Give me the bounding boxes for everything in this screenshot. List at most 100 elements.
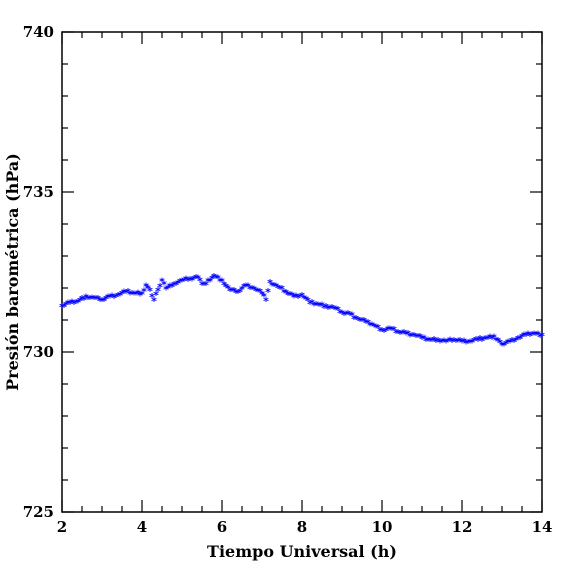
plot-frame — [61, 31, 543, 513]
data-point: * — [511, 336, 517, 349]
data-point: * — [185, 275, 191, 288]
data-points: ****************************************… — [59, 271, 545, 353]
data-point: * — [155, 285, 161, 298]
data-point: * — [283, 287, 289, 300]
data-point: * — [227, 285, 233, 298]
x-axis-title: Tiempo Universal (h) — [207, 542, 397, 561]
data-point: * — [189, 274, 195, 287]
data-point: * — [209, 273, 215, 286]
data-point: * — [79, 293, 85, 306]
data-point: * — [191, 273, 197, 286]
data-point: * — [71, 298, 77, 311]
y-tick-label: 735 — [23, 183, 54, 201]
data-point: * — [395, 327, 401, 340]
data-point: * — [421, 332, 427, 345]
data-point: * — [523, 330, 529, 343]
data-point: * — [363, 317, 369, 330]
data-point: * — [101, 295, 107, 308]
data-point: * — [69, 296, 75, 309]
data-point: * — [509, 335, 515, 348]
data-point: * — [299, 290, 305, 303]
data-point: * — [479, 335, 485, 348]
data-point: * — [297, 291, 303, 304]
data-point: * — [279, 283, 285, 296]
data-point: * — [499, 340, 505, 353]
data-point: * — [63, 299, 69, 312]
data-point: * — [391, 324, 397, 337]
data-point: * — [153, 289, 159, 302]
data-point: * — [423, 335, 429, 348]
data-point: * — [205, 276, 211, 289]
data-point: * — [435, 335, 441, 348]
data-point: * — [287, 289, 293, 302]
data-point: * — [313, 299, 319, 312]
data-point: * — [243, 280, 249, 293]
data-point: * — [443, 336, 449, 349]
data-point: * — [247, 283, 253, 296]
data-point: * — [131, 288, 137, 301]
data-point: * — [261, 290, 267, 303]
data-point: * — [359, 315, 365, 328]
data-point: * — [95, 293, 101, 306]
data-point: * — [111, 292, 117, 305]
data-point: * — [135, 288, 141, 301]
data-point: * — [413, 331, 419, 344]
data-point: * — [345, 308, 351, 321]
data-point: * — [103, 293, 109, 306]
data-point: * — [321, 302, 327, 315]
data-point: * — [65, 298, 71, 311]
data-point: * — [81, 294, 87, 307]
data-point: * — [535, 328, 541, 341]
data-point: * — [533, 329, 539, 342]
data-point: * — [325, 303, 331, 316]
data-point: * — [177, 276, 183, 289]
data-point: * — [85, 293, 91, 306]
y-tick-label: 725 — [23, 503, 54, 521]
data-point: * — [369, 320, 375, 333]
data-point: * — [145, 282, 151, 295]
data-point: * — [223, 281, 229, 294]
data-point: * — [165, 282, 171, 295]
data-point: * — [121, 286, 127, 299]
data-point: * — [379, 325, 385, 338]
data-point: * — [323, 301, 329, 314]
data-point: * — [403, 328, 409, 341]
data-point: * — [401, 327, 407, 340]
data-point: * — [497, 337, 503, 350]
data-point: * — [495, 335, 501, 348]
data-point: * — [477, 333, 483, 346]
data-point: * — [433, 336, 439, 349]
data-point: * — [143, 280, 149, 293]
data-point: * — [415, 331, 421, 344]
data-point: * — [113, 291, 119, 304]
data-point: * — [203, 279, 209, 292]
tick-labels: 2 4 6 8 10 12 14 725 730 735 740 — [23, 23, 553, 536]
data-point: * — [507, 336, 513, 349]
data-point: * — [175, 278, 181, 291]
data-point: * — [117, 290, 123, 303]
data-point: * — [529, 329, 535, 342]
data-point: * — [241, 281, 247, 294]
data-point: * — [161, 278, 167, 291]
data-point: * — [341, 309, 347, 322]
data-point: * — [327, 302, 333, 315]
data-point: * — [449, 336, 455, 349]
data-point: * — [89, 292, 95, 305]
data-point: * — [409, 330, 415, 343]
data-point: * — [317, 300, 323, 313]
data-point: * — [199, 279, 205, 292]
data-point: * — [141, 286, 147, 299]
data-point: * — [73, 297, 79, 310]
data-point: * — [105, 292, 111, 305]
data-point: * — [513, 334, 519, 347]
data-point: * — [453, 336, 459, 349]
data-point: * — [527, 330, 533, 343]
data-point: * — [273, 280, 279, 293]
data-point: * — [83, 292, 89, 305]
data-point: * — [361, 315, 367, 328]
data-point: * — [375, 322, 381, 335]
data-point: * — [259, 288, 265, 301]
data-point: * — [349, 310, 355, 323]
data-point: * — [77, 295, 83, 308]
data-point: * — [267, 277, 273, 290]
